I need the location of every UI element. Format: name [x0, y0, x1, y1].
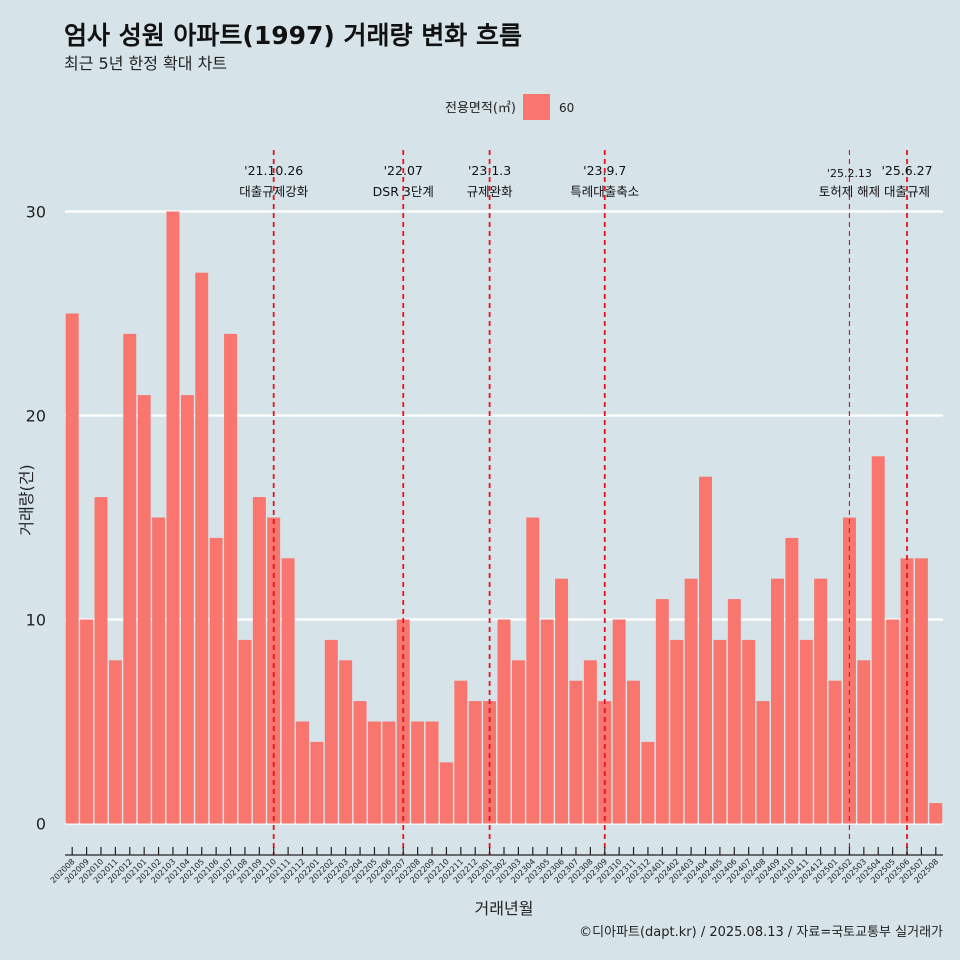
y-tick-label: 20 — [26, 407, 46, 426]
chart-subtitle: 최근 5년 한정 확대 차트 — [64, 54, 227, 73]
y-axis-title: 거래량(건) — [17, 464, 36, 535]
event-name-label: 대출규제강화 — [239, 184, 309, 199]
x-axis: 2020082020092020102020112020122021012021… — [49, 847, 943, 885]
bar-202304 — [526, 517, 540, 824]
legend-title: 전용면적(㎡) — [445, 101, 516, 116]
bars — [65, 211, 943, 824]
bar-202405 — [713, 639, 727, 824]
bar-202505 — [886, 619, 900, 824]
bar-202507 — [914, 558, 928, 824]
event-date-label: '23.1.3 — [468, 163, 511, 178]
bar-202302 — [497, 619, 511, 824]
y-tick-label: 10 — [26, 611, 46, 630]
bar-202011 — [108, 660, 122, 824]
bar-202401 — [655, 599, 669, 824]
event-date-label: '23.9.7 — [583, 163, 626, 178]
bar-202408 — [756, 701, 770, 824]
bar-202009 — [80, 619, 94, 824]
bar-202409 — [771, 578, 784, 824]
legend-label-60: 60 — [559, 101, 574, 115]
bar-202102 — [152, 517, 166, 824]
bar-202010 — [94, 497, 108, 824]
bar-202107 — [224, 333, 237, 824]
event-markers: '21.10.26 대출규제강화 '22.07 DSR 3단계 '23.1.3 규제완화 '… — [239, 150, 933, 855]
bar-202501 — [828, 680, 842, 824]
bar-202503 — [857, 660, 871, 824]
bar-202308 — [583, 660, 597, 824]
bar-202112 — [296, 721, 309, 824]
bar-202508 — [929, 803, 943, 824]
source-caption: ©디아파트(dapt.kr) / 2025.08.13 / 자료=국토교통부 실… — [579, 925, 943, 940]
bar-202210 — [439, 762, 453, 824]
bar-202209 — [425, 721, 439, 824]
event-name-label: 특례대출축소 — [570, 184, 639, 199]
bar-202110 — [267, 517, 281, 824]
event-date-label: '25.2.13 — [827, 167, 872, 180]
bar-202104 — [180, 395, 194, 824]
bar-202404 — [699, 476, 712, 824]
bar-202203 — [339, 660, 353, 824]
chart-title: 엄사 성원 아파트(1997) 거래량 변화 흐름 — [64, 21, 522, 50]
bar-202311 — [627, 680, 641, 824]
bar-202111 — [281, 558, 295, 824]
bar-202109 — [252, 497, 266, 824]
event-date-label: '21.10.26 — [244, 163, 303, 178]
bar-202310 — [612, 619, 626, 824]
bar-202103 — [166, 211, 180, 824]
legend-swatch-60 — [523, 94, 550, 120]
bar-202105 — [195, 272, 209, 824]
bar-202201 — [310, 741, 324, 824]
bar-202502 — [842, 517, 856, 824]
bar-202412 — [814, 578, 828, 824]
bar-202307 — [569, 680, 583, 824]
bar-202012 — [123, 333, 137, 824]
legend: 전용면적(㎡) 60 — [445, 94, 574, 120]
bar-202407 — [742, 639, 756, 824]
bar-202504 — [871, 456, 885, 824]
event-date-label: '25.6.27 — [881, 163, 932, 178]
bar-202204 — [353, 701, 367, 824]
bar-202205 — [367, 721, 381, 824]
bar-202101 — [137, 395, 151, 824]
bar-202211 — [454, 680, 468, 824]
y-axis: 0 10 20 30 — [26, 203, 46, 834]
bar-202303 — [511, 660, 525, 824]
event-name-label: DSR 3단계 — [373, 184, 434, 199]
bar-202206 — [382, 721, 396, 824]
bar-202202 — [324, 639, 338, 824]
event-name-label: 규제완화 — [467, 184, 514, 199]
bar-202108 — [238, 639, 252, 824]
event-date-label: '22.07 — [384, 163, 423, 178]
bar-202402 — [670, 639, 684, 824]
bar-202312 — [641, 741, 655, 824]
bar-202212 — [468, 701, 482, 824]
y-tick-label: 0 — [36, 815, 46, 834]
bar-202403 — [684, 578, 698, 824]
event-name-label: 토허제 해제 — [819, 184, 880, 199]
bar-202008 — [65, 313, 79, 824]
bar-202106 — [209, 537, 223, 824]
x-axis-title: 거래년월 — [475, 899, 534, 918]
bar-202406 — [727, 599, 741, 824]
event-name-label: 대출규제 — [884, 184, 930, 199]
bar-202410 — [785, 537, 799, 824]
bar-202306 — [555, 578, 569, 824]
bar-202305 — [540, 619, 554, 824]
y-tick-label: 30 — [26, 203, 46, 222]
bar-202208 — [411, 721, 425, 824]
bar-202411 — [799, 639, 813, 824]
